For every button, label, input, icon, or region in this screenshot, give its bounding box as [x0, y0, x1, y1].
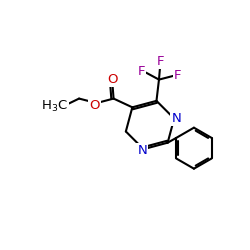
Text: O: O	[107, 73, 118, 86]
Text: N: N	[171, 112, 181, 125]
Text: F: F	[138, 65, 145, 78]
Text: F: F	[174, 69, 182, 82]
Text: O: O	[89, 98, 100, 112]
Text: H$_3$C: H$_3$C	[41, 98, 68, 114]
Text: F: F	[156, 55, 164, 68]
Text: N: N	[138, 144, 147, 157]
